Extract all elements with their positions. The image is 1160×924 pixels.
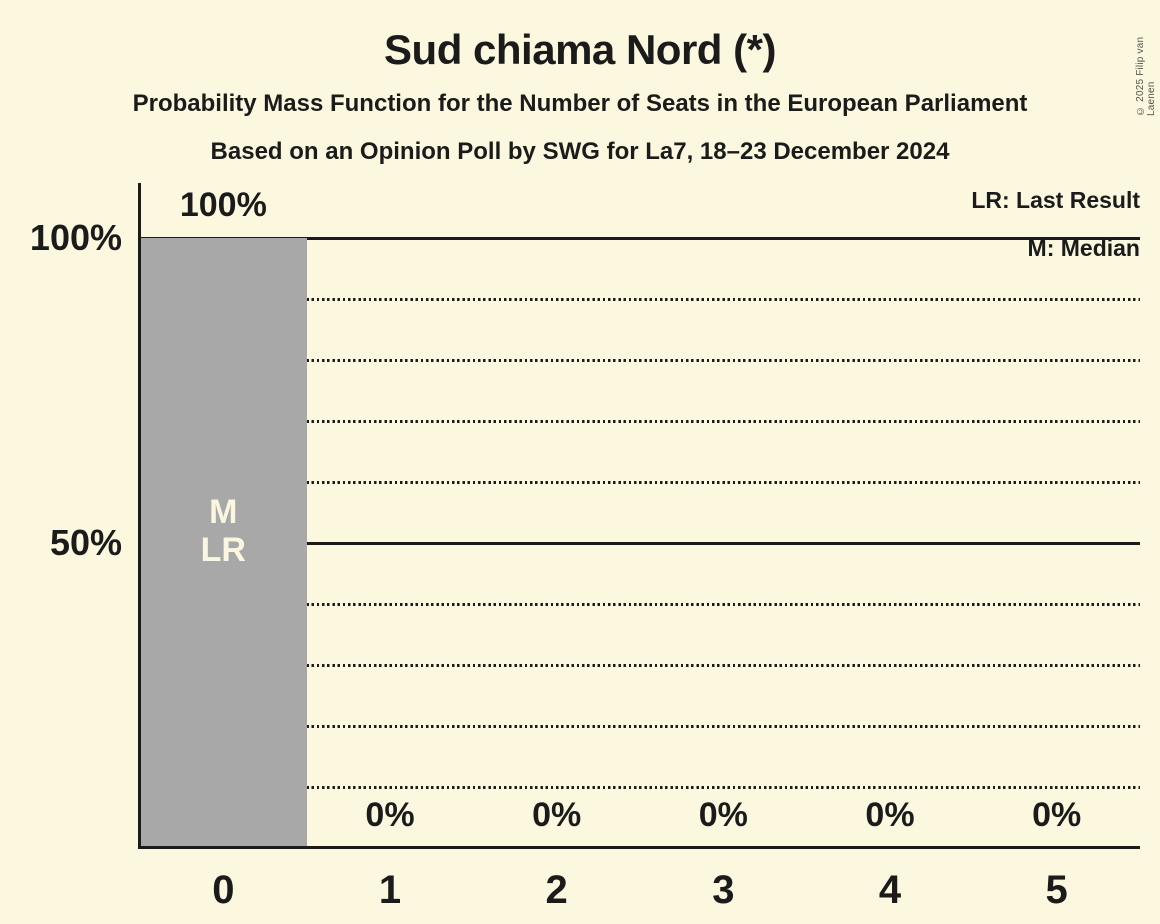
value-label-seats-5: 0% [1032,796,1082,834]
value-label-seats-1: 0% [365,796,415,834]
gridline-70pct [140,420,1140,423]
legend-median: M: Median [1027,235,1140,261]
bar-annotation-median-lastresult: M LR [200,493,246,569]
x-tick-label-0: 0 [212,868,235,912]
x-tick-label-2: 2 [545,868,568,912]
legend-last-result: LR: Last Result [971,187,1140,213]
value-label-seats-2: 0% [532,796,582,834]
gridline-30pct [140,664,1140,667]
gridline-100pct [140,237,1140,240]
x-tick-label-4: 4 [878,868,902,912]
plot-area: 100% 0% 0% 0% 0% 0% M LR [140,188,1140,848]
y-axis [138,183,141,849]
value-label-seats-0: 100% [179,186,267,224]
x-axis-labels: 0 1 2 3 4 5 [140,866,1140,916]
y-tick-label-100pct: 100% [29,217,122,258]
gridline-50pct [140,542,1140,545]
x-tick-label-5: 5 [1045,868,1068,912]
copyright-notice: © 2025 Filip van Laenen [1135,36,1157,116]
chart-title: Sud chiama Nord (*) [384,26,776,73]
gridline-10pct [140,786,1140,789]
value-label-seats-3: 0% [698,796,748,834]
gridline-80pct [140,359,1140,362]
x-axis [138,846,1140,849]
chart-subtitle: Probability Mass Function for the Number… [132,90,1028,117]
gridline-90pct [140,298,1140,301]
gridline-40pct [140,603,1140,606]
value-label-seats-4: 0% [865,796,915,834]
bar-seats-0 [140,238,307,848]
gridline-20pct [140,725,1140,728]
y-tick-label-50pct: 50% [49,522,122,563]
gridline-60pct [140,481,1140,484]
x-tick-label-1: 1 [378,868,402,912]
x-tick-label-3: 3 [712,868,735,912]
chart-source-line: Based on an Opinion Poll by SWG for La7,… [210,138,950,165]
